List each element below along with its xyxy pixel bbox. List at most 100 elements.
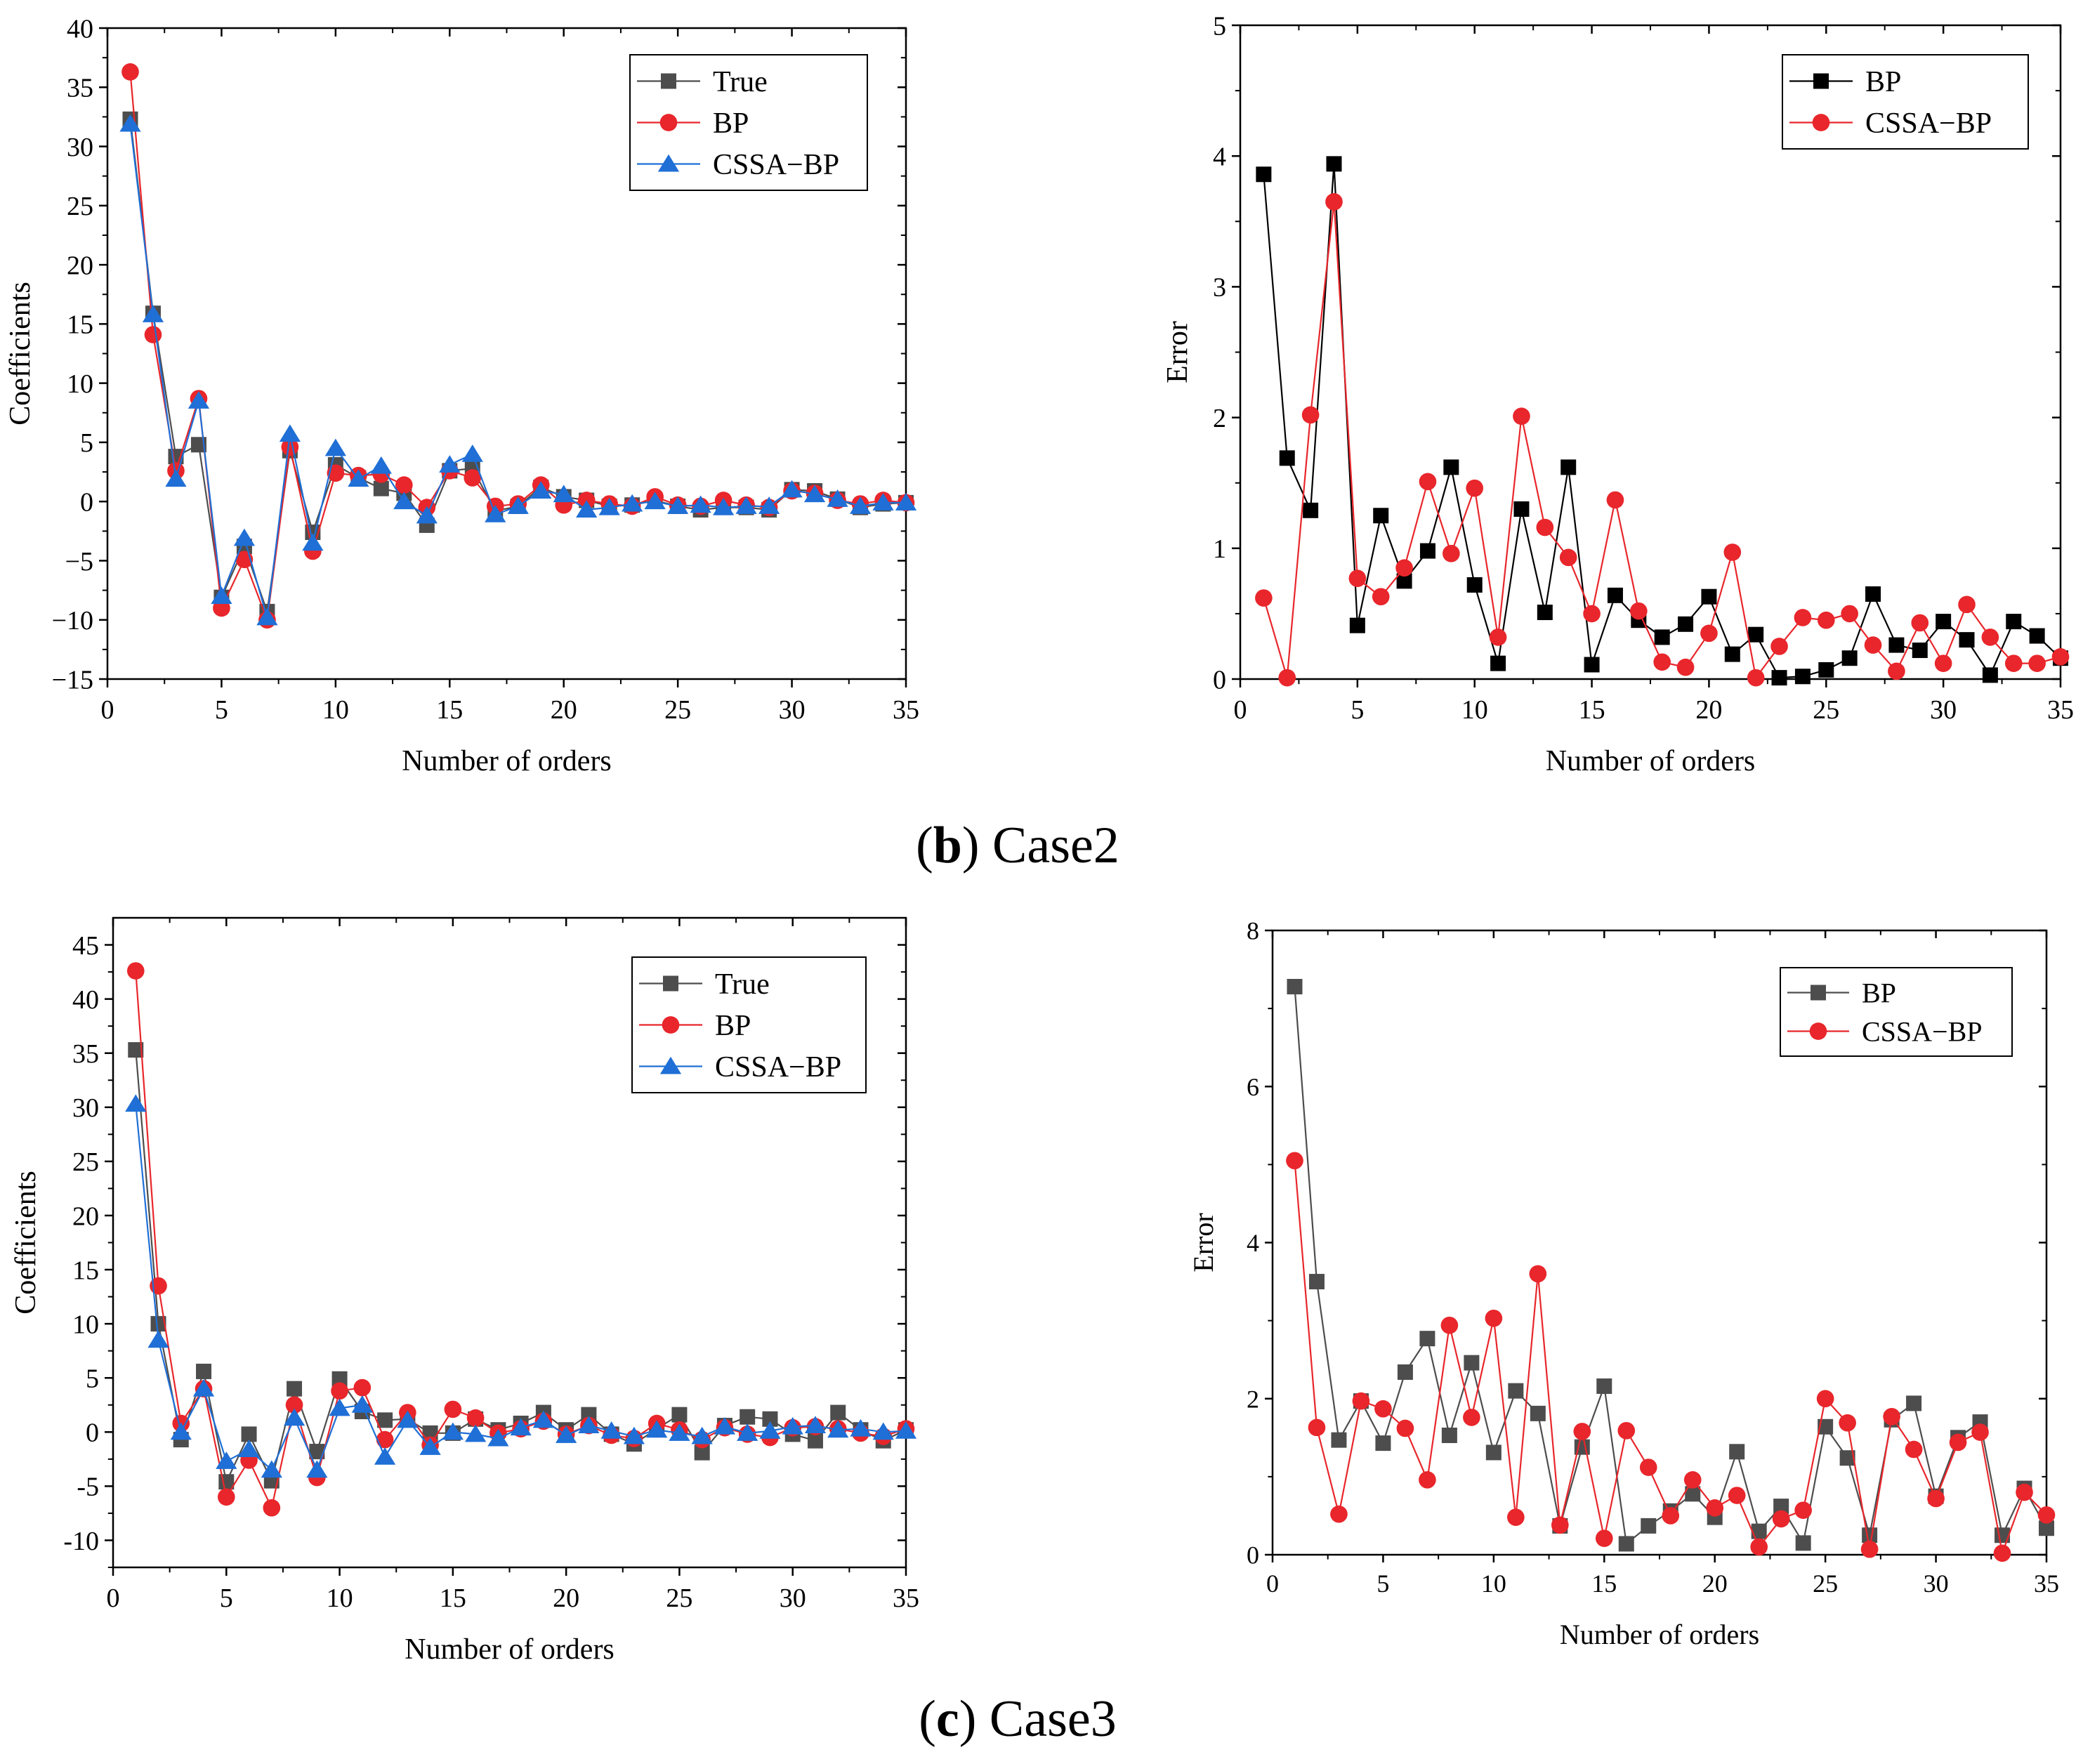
data-point <box>324 438 346 456</box>
caption-label: Case3 <box>976 1690 1116 1748</box>
y-tick-label: 25 <box>72 1147 99 1177</box>
data-point <box>466 1409 485 1427</box>
data-point <box>1629 602 1648 620</box>
x-tick-label: 30 <box>1930 695 1957 725</box>
data-point <box>850 1419 872 1437</box>
data-point <box>377 1412 393 1428</box>
data-point <box>1794 609 1812 626</box>
data-point <box>759 1421 781 1439</box>
data-point <box>1934 654 1952 672</box>
data-point <box>556 1426 577 1443</box>
data-point <box>740 1409 756 1425</box>
data-point <box>1817 611 1835 629</box>
legend-label: CSSA−BP <box>1865 107 1992 140</box>
data-point <box>397 1410 419 1428</box>
data-point <box>1706 1499 1724 1517</box>
data-point <box>1352 1392 1370 1410</box>
data-point <box>238 1440 260 1457</box>
legend-label: BP <box>1862 978 1896 1009</box>
y-axis-label: Error <box>1162 321 1194 383</box>
x-tick-label: 30 <box>1924 1569 1949 1598</box>
data-point <box>827 489 848 507</box>
data-point <box>532 1410 555 1428</box>
x-tick-label: 25 <box>1813 695 1839 725</box>
legend-label: True <box>715 968 770 1001</box>
data-point <box>827 1420 849 1438</box>
data-point <box>1618 1536 1634 1552</box>
data-point <box>1906 1395 1922 1411</box>
data-point <box>2051 648 2070 666</box>
legend-marker <box>663 975 678 992</box>
data-point <box>1748 626 1764 643</box>
series-cssa-bp <box>1255 193 2070 687</box>
data-point <box>1888 637 1905 653</box>
data-point <box>125 1094 147 1112</box>
y-tick-label: 5 <box>80 428 93 458</box>
x-tick-label: 35 <box>893 695 919 725</box>
x-tick-label: 15 <box>440 1584 466 1613</box>
data-point <box>644 492 666 510</box>
data-point <box>762 1411 778 1427</box>
legend-marker <box>657 154 680 172</box>
data-point <box>1573 1423 1591 1440</box>
x-tick-label: 15 <box>436 695 463 725</box>
x-tick-label: 15 <box>1579 695 1605 725</box>
y-tick-label: 5 <box>1213 11 1226 41</box>
data-point <box>804 1416 827 1434</box>
data-point <box>1653 653 1671 671</box>
x-tick-label: 35 <box>2034 1569 2059 1598</box>
data-point <box>1839 1450 1855 1466</box>
y-tick-label: 20 <box>67 251 93 280</box>
legend-marker <box>1812 114 1830 131</box>
data-point <box>671 1407 688 1423</box>
data-point <box>803 485 826 503</box>
y-tick-label: 6 <box>1247 1073 1259 1101</box>
data-point <box>442 1422 464 1440</box>
y-axis-label: Coefficients <box>10 1171 42 1315</box>
data-point <box>1728 1487 1746 1504</box>
data-point <box>1537 605 1553 621</box>
x-tick-label: 5 <box>1351 695 1364 725</box>
data-point <box>1818 1419 1834 1435</box>
data-point <box>306 1460 328 1478</box>
data-point <box>1751 1523 1767 1539</box>
data-point <box>256 607 278 626</box>
series-line <box>1263 202 2061 680</box>
data-point <box>144 326 162 343</box>
data-point <box>1912 643 1928 659</box>
series-cssa-bp <box>1286 1152 2056 1562</box>
data-point <box>1375 1435 1391 1452</box>
legend-marker <box>659 114 678 131</box>
caption-open-paren: ( <box>919 1690 936 1748</box>
y-tick-label: 45 <box>72 931 99 961</box>
data-point <box>1485 1444 1502 1461</box>
data-point <box>485 504 506 522</box>
data-point <box>1287 979 1303 995</box>
x-tick-label: 25 <box>666 1584 692 1613</box>
data-point <box>1888 662 1905 680</box>
legend: True BP CSSA−BP <box>629 54 868 191</box>
x-tick-label: 0 <box>1234 695 1247 725</box>
data-point <box>782 1416 803 1435</box>
data-point <box>1440 1316 1459 1334</box>
data-point <box>351 1395 373 1413</box>
data-point <box>1936 614 1952 630</box>
data-point <box>1255 589 1273 607</box>
y-tick-label: 2 <box>1247 1385 1259 1413</box>
data-point <box>2004 654 2023 672</box>
data-point <box>669 1423 690 1441</box>
data-point <box>142 305 164 322</box>
data-point <box>1724 646 1740 662</box>
data-point <box>1513 407 1530 426</box>
caption-open-paren: ( <box>916 817 933 874</box>
data-point <box>1839 1414 1856 1432</box>
series-cssa-bp <box>125 1094 917 1478</box>
data-point <box>507 496 529 514</box>
y-tick-label: 10 <box>72 1310 99 1339</box>
x-axis-label: Number of orders <box>402 745 612 777</box>
data-point <box>1507 1508 1525 1526</box>
data-point <box>1278 669 1296 687</box>
data-point <box>464 1424 487 1442</box>
data-point <box>1489 628 1507 646</box>
data-point <box>553 485 574 503</box>
